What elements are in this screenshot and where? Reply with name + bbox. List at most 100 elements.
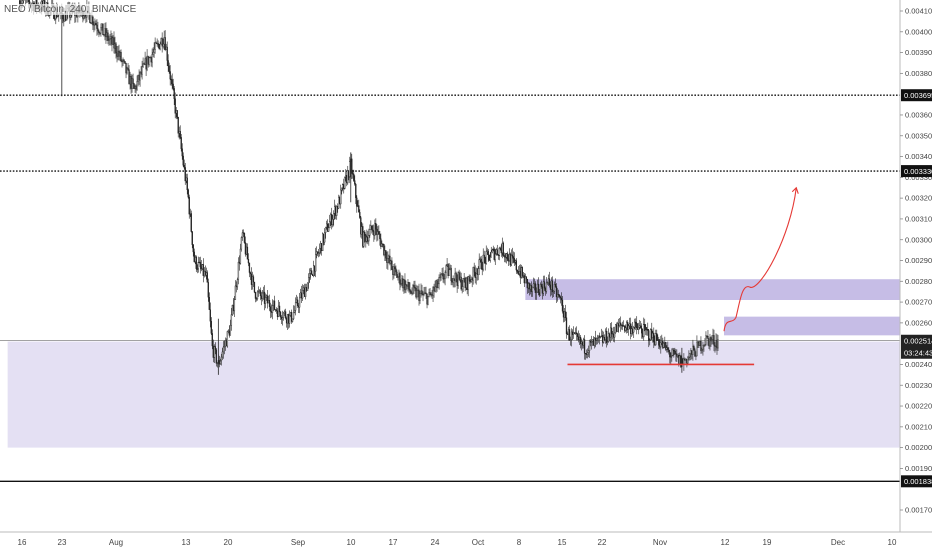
candle-body [232,304,235,312]
candle-body [597,335,600,338]
candle-body [477,268,479,275]
candle-body [688,356,690,358]
candle-body [367,236,369,242]
candle-body [188,196,190,215]
candle-body [635,321,637,324]
candle-body [708,338,710,347]
candle-body [305,287,308,291]
candle-body [377,231,379,235]
candle-body [243,232,246,243]
candle-body [637,327,639,330]
candle-body [449,267,451,270]
candle-body [442,273,444,280]
forecast-arrow [723,187,797,332]
candle-body [431,293,433,296]
candle-body [278,305,281,313]
candle-body [320,243,322,249]
candle-body [679,355,681,364]
candle-body [538,292,541,296]
candle-body [118,50,120,57]
candle-body [110,36,112,39]
candle-body [658,339,660,346]
candle-body [276,310,279,318]
candle-body [385,250,387,259]
candle-body [665,342,667,350]
candle-body [444,272,446,279]
candle-body [286,314,289,324]
candle-body [430,293,432,296]
candle-body [249,272,252,275]
candle-body [258,290,261,292]
candle-body [639,325,641,328]
candle-body [497,254,499,256]
candle-body [239,248,242,264]
candle-body [576,333,579,337]
candle-body [520,267,522,278]
candle-body [149,57,151,59]
candle-body [295,299,298,303]
candle-body [634,321,636,328]
candle-body [268,300,271,307]
candle-body [378,231,380,235]
candle-body [715,339,717,347]
candle-body [328,227,330,232]
candle-body [247,259,250,264]
candle-body [492,248,494,251]
candle-body [712,335,714,340]
candle-body [531,286,534,292]
last-price-label: 0.002514 [904,337,932,346]
candle-body [494,253,496,260]
candle-body [158,44,160,50]
candle-body [282,312,285,318]
candle-body [502,242,504,256]
candle-body [117,50,119,57]
candle-body [461,286,463,290]
candle-body [294,302,297,311]
candle-body [403,279,405,289]
x-tick-label: 10 [888,538,897,547]
candle-body [93,24,95,26]
candle-body [440,274,442,278]
candle-body [237,261,240,280]
candle-body [645,327,647,331]
candle-body [400,283,402,285]
candle-body [630,323,632,334]
candle-body [514,260,516,263]
candle-body [672,349,674,356]
candle-body [124,61,126,64]
candle-body [388,255,390,259]
candle-body [274,309,277,311]
x-tick-label: 12 [721,538,730,547]
candle-body [686,358,688,364]
candle-body [210,321,212,334]
candle-body [460,276,462,290]
candle-body [269,306,272,312]
candle-body [200,266,202,270]
candle-body [500,249,502,254]
candle-body [83,15,85,19]
candle-body [132,78,134,84]
candle-body [592,339,595,346]
candle-body [583,339,586,354]
x-tick-label: 20 [224,538,233,547]
candle-body [454,272,456,281]
candle-body [451,280,453,283]
candle-body [221,351,224,358]
candle-body [148,57,150,65]
candle-body [399,273,401,285]
candle-body [349,161,351,178]
candle-body [374,223,376,236]
candle-body [398,273,400,277]
candle-body [120,52,122,62]
candle-body [390,260,392,264]
candle-body [643,324,645,338]
candle-body [421,290,423,295]
time-axis[interactable]: 16 23 Aug 13 20 Sep 10 17 24 Oct 8 15 22 Nov 12 19 Dec 10 [0,531,932,550]
candle-body [409,289,411,292]
candle-body [116,52,118,57]
candle-body [606,341,609,344]
